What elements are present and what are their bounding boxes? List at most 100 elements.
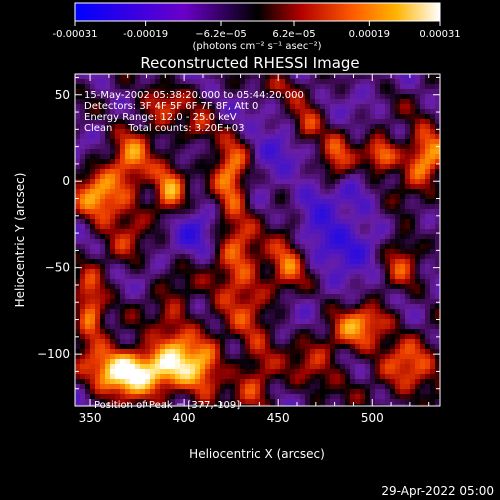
heatmap-cell xyxy=(315,204,321,210)
heatmap-cell xyxy=(305,104,311,110)
heatmap-cell xyxy=(400,149,406,155)
heatmap-cell xyxy=(375,294,381,300)
heatmap-cell xyxy=(345,144,351,150)
heatmap-cell xyxy=(305,184,311,190)
heatmap-cell xyxy=(405,264,411,270)
heatmap-cell xyxy=(195,114,201,120)
heatmap-cell xyxy=(415,214,421,220)
heatmap-cell xyxy=(340,374,346,380)
heatmap-cell xyxy=(240,279,246,285)
heatmap-cell xyxy=(180,334,186,340)
heatmap-cell xyxy=(180,209,186,215)
heatmap-cell xyxy=(355,359,361,365)
heatmap-cell xyxy=(365,189,371,195)
heatmap-cell xyxy=(95,124,101,130)
heatmap-cell xyxy=(165,349,171,355)
heatmap-cell xyxy=(230,149,236,155)
heatmap-cell xyxy=(305,214,311,220)
heatmap-cell xyxy=(265,359,271,365)
heatmap-cell xyxy=(255,319,261,325)
heatmap-cell xyxy=(90,184,96,190)
heatmap-cell xyxy=(435,399,440,405)
heatmap-cell xyxy=(330,234,336,240)
heatmap-cell xyxy=(165,274,171,280)
heatmap-cell xyxy=(200,114,206,120)
heatmap-cell xyxy=(330,239,336,245)
heatmap-cell xyxy=(355,389,361,395)
heatmap-cell xyxy=(155,199,161,205)
heatmap-cell xyxy=(415,329,421,335)
heatmap-cell xyxy=(430,224,436,230)
heatmap-cell xyxy=(175,74,181,80)
heatmap-cell xyxy=(435,79,440,85)
heatmap-cell xyxy=(100,304,106,310)
heatmap-cell xyxy=(380,379,386,385)
heatmap-cell xyxy=(425,214,431,220)
heatmap-cell xyxy=(415,284,421,290)
heatmap-cell xyxy=(155,239,161,245)
heatmap-cell xyxy=(200,259,206,265)
heatmap-cell xyxy=(255,364,261,370)
heatmap-cell xyxy=(310,339,316,345)
heatmap-cell xyxy=(400,144,406,150)
heatmap-cell xyxy=(160,399,166,405)
heatmap-cell xyxy=(385,289,391,295)
heatmap-cell xyxy=(110,339,116,345)
heatmap-cell xyxy=(115,389,121,395)
heatmap-cell xyxy=(285,309,291,315)
heatmap-cell xyxy=(230,259,236,265)
heatmap-cell xyxy=(175,179,181,185)
heatmap-cell xyxy=(400,219,406,225)
heatmap-cell xyxy=(340,114,346,120)
heatmap-cell xyxy=(205,109,211,115)
colorbar: -0.00031 -0.00019 −6.2e−05 6.2e−05 0.00019 0.… xyxy=(53,2,461,52)
heatmap-cell xyxy=(280,204,286,210)
heatmap-cell xyxy=(105,354,111,360)
heatmap-cell xyxy=(335,334,341,340)
heatmap-cell xyxy=(190,349,196,355)
heatmap-cell xyxy=(165,134,171,140)
heatmap-cell xyxy=(330,294,336,300)
heatmap-cell xyxy=(365,219,371,225)
heatmap-cell xyxy=(100,394,106,400)
heatmap-cell xyxy=(220,74,226,80)
heatmap-cell xyxy=(340,354,346,360)
heatmap-cell xyxy=(290,104,296,110)
heatmap-cell xyxy=(300,339,306,345)
heatmap-cell xyxy=(235,144,241,150)
heatmap-cell xyxy=(265,319,271,325)
heatmap-cell xyxy=(320,294,326,300)
heatmap-cell xyxy=(305,74,311,80)
heatmap-cell xyxy=(340,264,346,270)
heatmap-cell xyxy=(400,234,406,240)
heatmap-cell xyxy=(215,364,221,370)
heatmap-cell xyxy=(310,404,316,406)
heatmap-cell xyxy=(120,224,126,230)
heatmap-cell xyxy=(325,319,331,325)
heatmap-cell xyxy=(410,394,416,400)
heatmap-cell xyxy=(300,369,306,375)
heatmap-cell xyxy=(115,174,121,180)
heatmap-cell xyxy=(210,269,216,275)
heatmap-cell xyxy=(345,159,351,165)
heatmap-cell xyxy=(75,349,81,355)
heatmap-cell xyxy=(435,169,440,175)
heatmap-cell xyxy=(205,244,211,250)
heatmap-cell xyxy=(260,114,266,120)
heatmap-cell xyxy=(230,179,236,185)
heatmap-cell xyxy=(245,264,251,270)
heatmap-cell xyxy=(235,84,241,90)
heatmap-cell xyxy=(100,384,106,390)
heatmap-cell xyxy=(330,364,336,370)
heatmap-cell xyxy=(190,104,196,110)
heatmap-cell xyxy=(290,184,296,190)
heatmap-cell xyxy=(205,104,211,110)
heatmap-cell xyxy=(185,84,191,90)
heatmap-cell xyxy=(435,209,440,215)
heatmap-cell xyxy=(315,344,321,350)
heatmap-cell xyxy=(370,174,376,180)
heatmap-cell xyxy=(140,359,146,365)
heatmap-cell xyxy=(210,249,216,255)
heatmap-cell xyxy=(155,74,161,80)
heatmap-cell xyxy=(230,349,236,355)
